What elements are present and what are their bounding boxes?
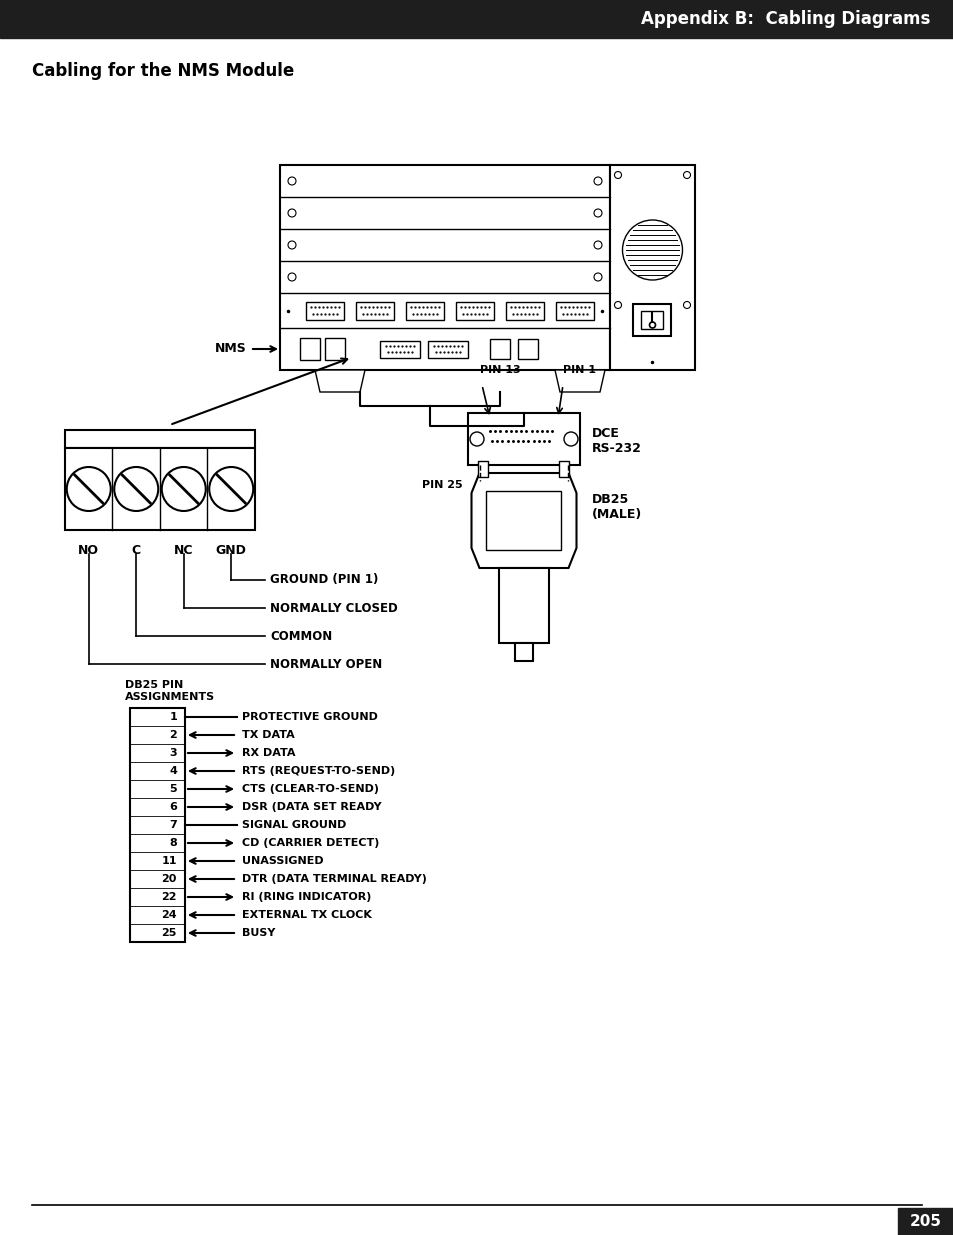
Text: 5: 5 (170, 784, 177, 794)
Polygon shape (471, 473, 576, 568)
Bar (280, 165, 609, 370)
Text: 25: 25 (161, 927, 177, 939)
Bar (490, 338, 510, 359)
Text: 2: 2 (169, 730, 177, 740)
Text: GND: GND (215, 543, 247, 557)
Bar (325, 338, 345, 359)
Bar (299, 338, 319, 359)
Text: PIN 13: PIN 13 (479, 366, 520, 375)
Text: CD (CARRIER DETECT): CD (CARRIER DETECT) (242, 839, 379, 848)
Bar (355, 301, 394, 320)
Text: COMMON: COMMON (270, 630, 332, 642)
Text: RX DATA: RX DATA (242, 748, 295, 758)
Text: 24: 24 (161, 910, 177, 920)
Bar (486, 492, 561, 550)
Polygon shape (314, 370, 365, 391)
Text: DCE
RS-232: DCE RS-232 (592, 427, 641, 454)
Bar (633, 304, 671, 336)
Bar (468, 412, 579, 466)
Text: Cabling for the NMS Module: Cabling for the NMS Module (32, 62, 294, 80)
Text: CTS (CLEAR-TO-SEND): CTS (CLEAR-TO-SEND) (242, 784, 378, 794)
Text: PIN 25: PIN 25 (422, 480, 462, 490)
Polygon shape (555, 370, 604, 391)
Text: UNASSIGNED: UNASSIGNED (242, 856, 323, 866)
Text: TX DATA: TX DATA (242, 730, 294, 740)
Bar (897, 1208, 953, 1235)
Text: 205: 205 (909, 1214, 941, 1230)
Text: SIGNAL GROUND: SIGNAL GROUND (242, 820, 346, 830)
Text: NMS: NMS (215, 342, 247, 356)
Text: PIN 1: PIN 1 (562, 366, 596, 375)
Text: RTS (REQUEST-TO-SEND): RTS (REQUEST-TO-SEND) (242, 766, 395, 776)
Text: C: C (132, 543, 141, 557)
Bar (428, 341, 468, 357)
Text: 8: 8 (169, 839, 177, 848)
Bar (306, 301, 344, 320)
Bar (505, 301, 543, 320)
Bar (478, 461, 488, 477)
Bar (65, 430, 254, 448)
Bar (130, 708, 185, 942)
Text: 3: 3 (170, 748, 177, 758)
Text: DB25
(MALE): DB25 (MALE) (592, 493, 641, 521)
Bar (379, 341, 419, 357)
Text: DTR (DATA TERMINAL READY): DTR (DATA TERMINAL READY) (242, 874, 426, 884)
Bar (498, 568, 548, 643)
Text: 22: 22 (161, 892, 177, 902)
Bar (0, 0, 953, 38)
Text: NO: NO (78, 543, 99, 557)
Text: 4: 4 (169, 766, 177, 776)
Text: Appendix B:  Cabling Diagrams: Appendix B: Cabling Diagrams (640, 10, 929, 28)
Text: NC: NC (173, 543, 193, 557)
Bar (65, 448, 254, 530)
Text: BUSY: BUSY (242, 927, 275, 939)
Text: GROUND (PIN 1): GROUND (PIN 1) (270, 573, 378, 587)
Text: 20: 20 (161, 874, 177, 884)
Bar (517, 338, 537, 359)
Bar (609, 165, 695, 370)
Text: RI (RING INDICATOR): RI (RING INDICATOR) (242, 892, 371, 902)
Bar (406, 301, 443, 320)
Bar (456, 301, 494, 320)
Text: 11: 11 (161, 856, 177, 866)
Bar (558, 461, 569, 477)
Text: 1: 1 (169, 713, 177, 722)
Text: 7: 7 (169, 820, 177, 830)
Text: DSR (DATA SET READY: DSR (DATA SET READY (242, 802, 381, 811)
Bar (556, 301, 594, 320)
Bar (515, 643, 533, 661)
Text: NORMALLY CLOSED: NORMALLY CLOSED (270, 601, 397, 615)
Text: NORMALLY OPEN: NORMALLY OPEN (270, 657, 382, 671)
Bar (640, 311, 662, 329)
Text: EXTERNAL TX CLOCK: EXTERNAL TX CLOCK (242, 910, 372, 920)
Text: 6: 6 (169, 802, 177, 811)
Text: DB25 PIN
ASSIGNMENTS: DB25 PIN ASSIGNMENTS (125, 679, 214, 701)
Text: PROTECTIVE GROUND: PROTECTIVE GROUND (242, 713, 377, 722)
